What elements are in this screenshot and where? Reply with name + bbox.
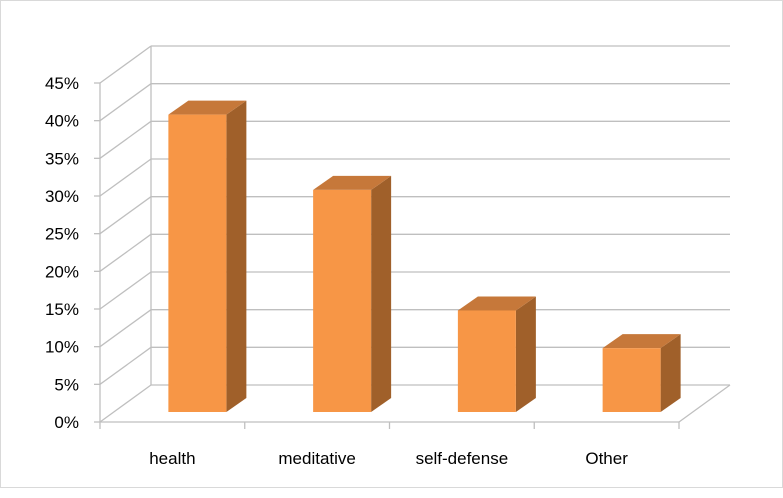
y-tick-label: 5% <box>54 375 79 394</box>
labels: 0% 5% 10% 15% 20% 25% 30% 35% 40% 45% health medita… <box>45 74 628 468</box>
x-tick-label: self-defense <box>416 449 509 468</box>
side-gridline <box>99 309 152 348</box>
bar-side-face <box>226 100 247 412</box>
gridlines <box>99 45 731 423</box>
bar-health <box>168 100 247 412</box>
bar-side-face <box>660 334 681 412</box>
y-tick-label: 15% <box>45 300 79 319</box>
x-tick-label: Other <box>585 449 628 468</box>
y-tick-label: 0% <box>54 413 79 432</box>
floor-edge <box>678 384 731 423</box>
x-tick-label: health <box>149 449 195 468</box>
axes <box>94 82 680 429</box>
bar-top-face <box>602 334 681 349</box>
bar-meditative <box>313 175 392 412</box>
bar-top-face <box>313 175 392 190</box>
y-tick-label: 30% <box>45 187 79 206</box>
side-gridline <box>99 158 152 197</box>
side-gridline <box>99 83 152 122</box>
bars <box>168 100 681 412</box>
bar-front-face <box>313 189 372 412</box>
bar-self-defense <box>457 296 536 412</box>
x-tick-label: meditative <box>278 449 355 468</box>
y-tick-label: 35% <box>45 149 79 168</box>
bar-top-face <box>168 100 247 115</box>
side-gridline <box>99 346 152 385</box>
bar-front-face <box>457 310 516 412</box>
side-gridline <box>99 45 152 84</box>
side-gridline <box>99 120 152 159</box>
y-tick-label: 25% <box>45 225 79 244</box>
bar-other <box>602 334 681 412</box>
chart-frame: 0% 5% 10% 15% 20% 25% 30% 35% 40% 45% health medita… <box>0 0 783 488</box>
y-tick-label: 45% <box>45 74 79 93</box>
y-tick-label: 40% <box>45 112 79 131</box>
bar-top-face <box>457 296 536 311</box>
bar-front-face <box>168 114 227 412</box>
side-gridline <box>99 271 152 310</box>
y-tick-label: 10% <box>45 338 79 357</box>
bar-side-face <box>371 175 392 412</box>
side-gridline <box>99 233 152 272</box>
bar-front-face <box>602 348 661 412</box>
bar-chart: 0% 5% 10% 15% 20% 25% 30% 35% 40% 45% health medita… <box>45 45 731 468</box>
y-tick-label: 20% <box>45 262 79 281</box>
side-gridline <box>99 196 152 235</box>
bar-side-face <box>515 296 536 412</box>
side-gridline <box>99 384 152 423</box>
